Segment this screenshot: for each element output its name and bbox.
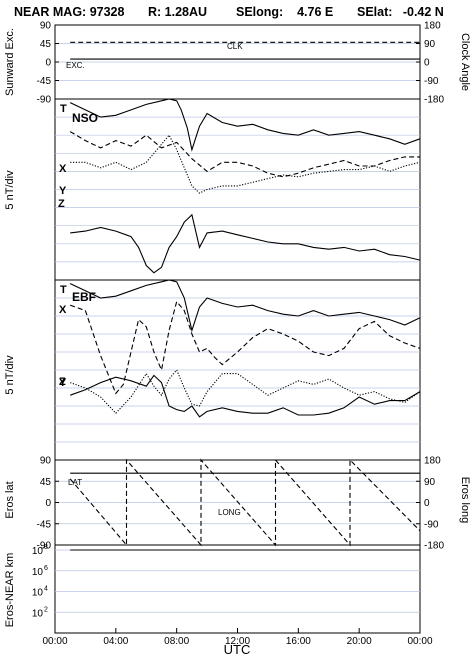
ylabel-eros-long: Eros long — [459, 477, 471, 523]
time-axis: 00:00 04:00 08:00 12:00 16:00 20:00 00:00 — [42, 628, 433, 647]
sunward-tick-label: -90 — [37, 95, 52, 106]
eros-long-tick-label: -90 — [424, 519, 439, 530]
panel-frame — [54, 544, 421, 634]
series-t — [69, 98, 421, 152]
ylabel-clock: Clock Angle — [459, 33, 471, 91]
xlabel-utc: UTC — [224, 642, 251, 656]
eros-lat-tick-label: 90 — [40, 456, 52, 467]
ylabel-ebf: 5 nT/div — [4, 355, 16, 395]
series-x — [70, 300, 421, 395]
eros-long-tick-label: 180 — [424, 456, 441, 467]
ylabel-sunward: Sunward Exc. — [4, 28, 16, 96]
series-t — [69, 279, 421, 333]
distance-tick-label: 10 — [32, 546, 44, 557]
distance-tick-exponent: 2 — [44, 606, 48, 613]
eros-long-tick-label: 90 — [424, 477, 436, 488]
header-instrument: NEAR MAG: 97328 — [14, 5, 124, 19]
eros-long-tick-label: 0 — [424, 498, 430, 509]
time-tick-label: 16:00 — [286, 636, 311, 647]
header-radius: R: 1.28AU — [148, 5, 207, 19]
distance-tick-label: 10 — [32, 608, 44, 619]
ylabel-nso: 5 nT/div — [4, 170, 16, 210]
time-tick-label: 12:00 — [225, 636, 250, 647]
title-ebf: EBF — [72, 290, 96, 304]
clock-tick-label: -90 — [424, 76, 439, 87]
sunward-tick-label: -45 — [37, 76, 52, 87]
eros-lat-tick-label: -45 — [37, 519, 52, 530]
series-x — [69, 131, 420, 178]
series-z — [70, 213, 421, 274]
label-long: LONG — [218, 508, 241, 517]
panel-sunward-clock: 90 45 0 -45 -90 180 90 0 -90 -180 CLK EXC. Sunwar… — [4, 21, 471, 106]
time-tick-label: 04:00 — [103, 636, 128, 647]
eros-lat-tick-label: 0 — [45, 498, 51, 509]
distance-tick-exponent: 8 — [44, 544, 48, 551]
panel-nso: NSO T X Y Z 5 nT/div — [4, 98, 421, 281]
distance-tick-exponent: 4 — [44, 586, 48, 593]
label-z: Z — [59, 376, 66, 388]
time-tick-label: 20:00 — [347, 636, 372, 647]
distance-tick-exponent: 6 — [44, 565, 48, 572]
header-selat: SElat: -0.42 N — [357, 5, 444, 19]
distance-tick-label: 10 — [32, 588, 44, 599]
time-tick-label: 00:00 — [42, 636, 67, 647]
label-clk: CLK — [227, 42, 243, 51]
label-t: T — [60, 103, 67, 115]
clock-tick-label: 180 — [424, 21, 441, 32]
eros-long-tick-label: -180 — [424, 541, 444, 552]
label-z: Z — [58, 198, 65, 210]
label-exc: EXC. — [66, 61, 85, 70]
sunward-tick-label: 90 — [40, 21, 52, 32]
series-y — [70, 368, 421, 415]
label-lat: LAT — [68, 478, 82, 487]
ylabel-eros-near: Eros-NEAR km — [4, 553, 16, 628]
clock-tick-label: 0 — [424, 58, 430, 69]
panel-eros-position: 90 45 0 -45 -90 180 90 0 -90 -180 LAT LONG Eros l… — [4, 456, 471, 552]
ylabel-eros-lat: Eros lat — [4, 481, 16, 518]
label-y: Y — [59, 185, 67, 197]
series-y — [70, 134, 421, 194]
panel-ebf: EBF T X Y Z 5 nT/div — [4, 279, 421, 461]
clock-tick-label: 90 — [424, 39, 436, 50]
eros-lat-tick-label: -90 — [37, 541, 52, 552]
label-x: X — [59, 163, 67, 175]
label-x: X — [59, 304, 67, 316]
clock-tick-label: -180 — [424, 95, 444, 106]
eros-lat-tick-label: 45 — [40, 477, 52, 488]
distance-tick-label: 10 — [32, 567, 44, 578]
series-long — [69, 458, 421, 547]
sunward-tick-label: 45 — [40, 39, 52, 50]
series-z — [70, 374, 421, 418]
label-t: T — [60, 284, 67, 296]
label-y: Y — [59, 377, 67, 389]
sunward-tick-label: 0 — [45, 58, 51, 69]
time-tick-label: 08:00 — [164, 636, 189, 647]
title-nso: NSO — [72, 111, 98, 125]
header-selong: SElong: 4.76 E — [236, 5, 333, 19]
time-tick-label: 00:00 — [407, 636, 432, 647]
